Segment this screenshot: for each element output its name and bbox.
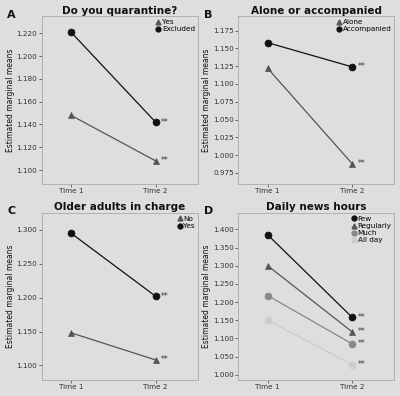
Title: Do you quarantine?: Do you quarantine? bbox=[62, 6, 177, 15]
Text: **: ** bbox=[357, 63, 365, 71]
Title: Older adults in charge: Older adults in charge bbox=[54, 202, 185, 212]
Text: B: B bbox=[204, 10, 212, 20]
Legend: Alone, Accompanied: Alone, Accompanied bbox=[336, 18, 393, 34]
Text: **: ** bbox=[357, 339, 365, 348]
Text: **: ** bbox=[161, 118, 168, 127]
Text: **: ** bbox=[161, 156, 168, 166]
Title: Daily news hours: Daily news hours bbox=[266, 202, 366, 212]
Title: Alone or accompanied: Alone or accompanied bbox=[251, 6, 382, 15]
Text: D: D bbox=[204, 206, 213, 216]
Legend: Few, Regularly, Much, All day: Few, Regularly, Much, All day bbox=[351, 214, 393, 245]
Legend: No, Yes: No, Yes bbox=[177, 214, 196, 230]
Text: A: A bbox=[7, 10, 16, 20]
Text: C: C bbox=[7, 206, 15, 216]
Text: **: ** bbox=[357, 313, 365, 322]
Text: **: ** bbox=[357, 360, 365, 369]
Y-axis label: Estimated marginal means: Estimated marginal means bbox=[202, 245, 211, 348]
Y-axis label: Estimated marginal means: Estimated marginal means bbox=[202, 48, 211, 152]
Text: **: ** bbox=[161, 292, 168, 301]
Legend: Yes, Excluded: Yes, Excluded bbox=[156, 18, 196, 34]
Text: **: ** bbox=[357, 159, 365, 168]
Y-axis label: Estimated marginal means: Estimated marginal means bbox=[6, 245, 14, 348]
Text: **: ** bbox=[161, 356, 168, 364]
Text: **: ** bbox=[357, 327, 365, 336]
Y-axis label: Estimated marginal means: Estimated marginal means bbox=[6, 48, 14, 152]
